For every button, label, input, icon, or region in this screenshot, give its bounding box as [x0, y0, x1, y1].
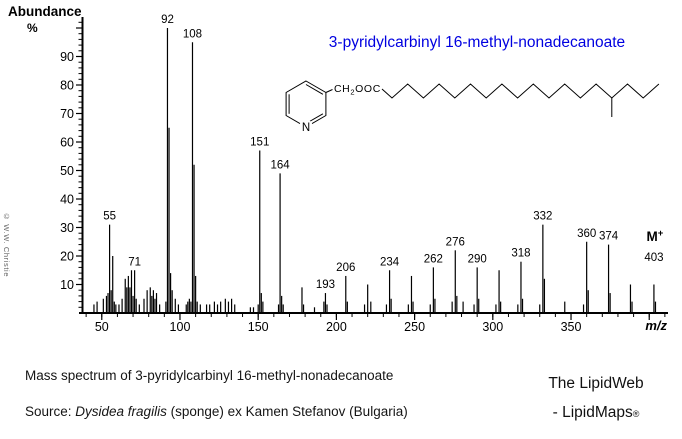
copyright-vertical-text: © W.W. Christie — [2, 212, 11, 278]
peak-label: 206 — [336, 262, 355, 274]
caption-block: Mass spectrum of 3-pyridylcarbinyl 16-me… — [25, 368, 408, 419]
y-tick-label: 50 — [60, 164, 74, 178]
acyl-chain — [381, 83, 660, 99]
y-tick-label: 60 — [60, 136, 74, 150]
peak-label: 151 — [250, 137, 269, 149]
peak-label: 108 — [183, 28, 202, 40]
source-prefix: Source: — [25, 404, 76, 419]
peak-label: 374 — [599, 231, 619, 243]
peak-label: 360 — [577, 228, 596, 240]
source-species: Dysidea fragilis — [75, 404, 167, 419]
y-axis-unit: % — [27, 21, 38, 35]
peak-label: 332 — [533, 211, 552, 223]
ring-ester-bond — [325, 89, 333, 93]
y-tick-label: 10 — [60, 278, 74, 292]
peak-label: 262 — [424, 253, 443, 265]
molecule-structure: N CH2OOC — [285, 80, 660, 134]
ester-ch: CH — [334, 83, 350, 95]
x-tick-label: 300 — [482, 320, 503, 334]
y-axis-title: Abundance — [8, 4, 82, 19]
y-tick-label: 80 — [60, 79, 74, 93]
x-tick-label: 100 — [170, 320, 191, 334]
peak-label: 193 — [316, 279, 335, 291]
x-tick-label: 200 — [326, 320, 347, 334]
spectrum-caption: Mass spectrum of 3-pyridylcarbinyl 16-me… — [25, 368, 394, 383]
nitrogen-atom-label: N — [302, 122, 310, 134]
pyridine-ring: N — [285, 80, 327, 134]
branding-line2: - LipidMaps® — [532, 398, 660, 429]
y-tick-label: 20 — [60, 250, 74, 264]
double-bond-1 — [305, 84, 324, 95]
peak-label: 92 — [161, 14, 174, 26]
branding-line1: The LipidWeb — [548, 375, 644, 392]
ester-group-label: CH2OOC — [334, 83, 381, 97]
x-axis-title: m/z — [645, 318, 667, 333]
branding-block: The LipidWeb - LipidMaps® — [532, 369, 660, 429]
n-atom-mask — [299, 119, 313, 133]
x-tick-label: 150 — [248, 320, 269, 334]
y-tick-label: 30 — [60, 221, 74, 235]
branding-lipidmaps: - LipidMaps — [552, 404, 633, 421]
peak-label: 71 — [128, 256, 141, 268]
peak-label: 276 — [446, 236, 465, 248]
peak-label: 164 — [270, 159, 290, 171]
x-tick-label: 50 — [95, 320, 109, 334]
peak-label: 318 — [511, 248, 530, 260]
chart-title: 3-pyridylcarbinyl 16-methyl-nonadecanoat… — [329, 34, 625, 51]
ester-ooc: OOC — [355, 83, 381, 95]
ester-sub2: 2 — [350, 88, 355, 97]
molecular-ion-symbol: M+ — [647, 228, 664, 244]
x-tick-label: 350 — [561, 320, 582, 334]
y-tick-label: 40 — [60, 193, 74, 207]
mass-spectrum-chart: Abundance % m/z 3-pyridylcarbinyl 16-met… — [8, 4, 668, 334]
peak-label: 234 — [380, 256, 400, 268]
peak-label: 290 — [468, 253, 487, 265]
plot-area: 10 20 30 40 50 60 70 80 90 50 100 150 200 250 300 350 55… — [60, 14, 668, 334]
y-tick-label: 70 — [60, 107, 74, 121]
x-tick-label: 250 — [404, 320, 425, 334]
source-caption: Source: Dysidea fragilis (sponge) ex Kam… — [25, 404, 408, 419]
source-suffix: (sponge) ex Kamen Stefanov (Bulgaria) — [166, 404, 408, 419]
y-tick-label: 90 — [60, 50, 74, 64]
molecular-ion-mz: 403 — [644, 252, 663, 264]
peak-label: 55 — [103, 211, 116, 223]
registered-mark: ® — [632, 409, 640, 419]
